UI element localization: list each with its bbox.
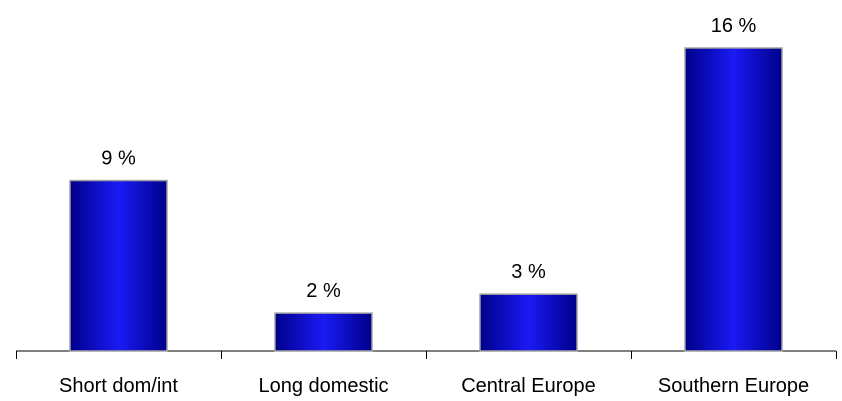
- x-axis: [16, 350, 837, 359]
- category-label-1: Short dom/int: [59, 375, 178, 397]
- category-label-2: Long domestic: [258, 375, 388, 397]
- category-label-3: Central Europe: [461, 375, 596, 397]
- category-label-4: Southern Europe: [658, 375, 809, 397]
- data-label-4: 16 %: [711, 15, 757, 37]
- data-label-2: 2 %: [306, 280, 341, 302]
- bar-1: [69, 179, 168, 352]
- data-label-1: 9 %: [101, 148, 136, 170]
- bars: [69, 47, 783, 352]
- bar-4: [684, 47, 783, 352]
- labels: 9 % Short dom/int 2 % Long domestic 3 % Centr…: [59, 15, 809, 397]
- data-label-3: 3 %: [511, 261, 546, 283]
- bar-3: [479, 293, 578, 352]
- bar-2: [274, 312, 373, 352]
